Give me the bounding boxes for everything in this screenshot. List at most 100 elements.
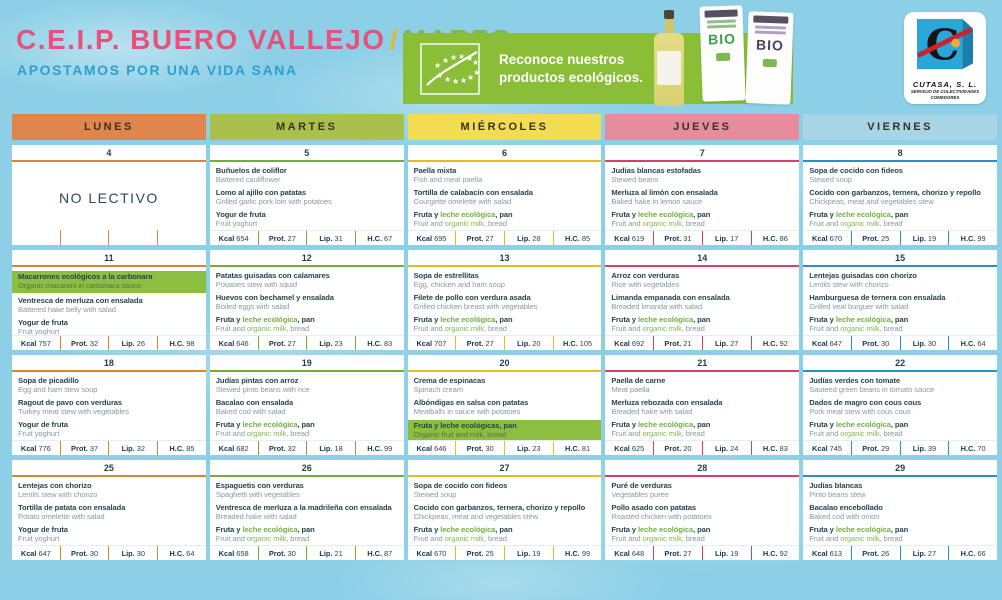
nutrition-prot: Prot. 31 [653, 231, 702, 245]
menu-course: Lomo al ajillo con patatas Grilled garlic… [216, 188, 398, 207]
course-name-en: Sauteed green beans in tomato sauce [809, 385, 935, 395]
nutrition-label: Prot. [466, 233, 484, 243]
nutrition-kcal: Kcal 646 [210, 336, 258, 350]
eco-highlighted-text: organic milk [246, 534, 287, 544]
date-label: 19 [209, 355, 404, 372]
nutrition-value: 21 [334, 548, 343, 558]
date-label: 21 [605, 355, 800, 372]
nutrition-hc: H.C. 99 [948, 231, 997, 245]
nutrition-label: H.C. [562, 338, 578, 348]
cell-content: Puré de verduras Vegetables puree Pollo as… [605, 477, 799, 545]
course-name-en: Potato omelette with salad [18, 512, 105, 522]
course-name-en: Chickpeas, meat and vegetables stew [809, 197, 934, 207]
date-label: 8 [803, 145, 997, 162]
nutrition-lip: Lip. 23 [306, 336, 355, 350]
nutrition-label: H.C. [565, 233, 580, 243]
nutrition-hc: H.C. 87 [354, 546, 404, 560]
nutrition-value: 647 [829, 338, 843, 348]
nutrition-hc: H.C. 66 [948, 546, 997, 560]
menu-course: Yogur de fruta Fruit yoghurt [216, 210, 398, 229]
nutrition-label: Kcal [614, 338, 630, 348]
course-name-en: Boiled eggs with salad [215, 302, 290, 312]
cell-content: Judías blancas estofadas Stewed beans Merl… [605, 162, 799, 230]
nutrition-kcal: Kcal 670 [803, 231, 851, 245]
menu-cell-day-28: 28 Puré de verduras Vegetables puree Pollo … [605, 460, 800, 560]
eco-highlighted-text: organic milk [840, 324, 880, 334]
nutrition-hc: H.C. 99 [552, 546, 602, 560]
course-name-en: Fruit and organic milk, bread [413, 219, 507, 229]
nutrition-value: 67 [384, 233, 393, 243]
cutasa-logo: C CUTASA, S. L. SERVICIO DE COLECTIVIDAD… [904, 12, 986, 104]
nutrition-kcal: Kcal 625 [605, 441, 653, 455]
menu-cell-day-14: 14 Arroz con verduras Rice with vegetables… [605, 250, 800, 350]
nutrition-lip: Lip. 26 [108, 336, 157, 350]
menu-course: Lentejas guisadas con chorizo Lentils ste… [809, 271, 991, 290]
menu-course: Fruta y leche ecológica, pan Fruit and or… [809, 525, 991, 544]
nutrition-lip: Lip. 24 [701, 441, 751, 455]
course-name-es: Fruta y leche ecológica, pan [611, 314, 711, 324]
svg-text:★: ★ [442, 56, 449, 65]
menu-cell-day-12: 12 Patatas guisadas con calamares Potatoes… [209, 250, 404, 350]
nutrition-label: Lip. [912, 548, 926, 558]
eco-highlighted-text: leche ecológica [440, 209, 496, 219]
menu-course: Bacalao encebollado Baked cod with onion [809, 503, 991, 522]
nutrition-value: 92 [779, 548, 788, 558]
eco-highlighted-text: leche ecológica [440, 524, 496, 534]
date-label: 26 [209, 460, 404, 477]
menu-course: Filete de pollo con verdura asada Grilled… [414, 293, 596, 312]
course-name-es: Yogur de fruta [18, 419, 68, 429]
nutrition-value: 30 [881, 338, 890, 348]
course-name-es: Macarrones ecológicos a la carbonara [18, 272, 153, 281]
nutrition-label: Lip. [912, 233, 926, 243]
nutrition-label: Lip. [517, 548, 531, 558]
nutrition-value: 30 [136, 548, 145, 558]
cell-content: NO LECTIVO [12, 162, 206, 230]
menu-course: Yogur de fruta Fruit yoghurt [18, 318, 200, 335]
menu-course: Macarrones ecológicos a la carbonara Orga… [12, 271, 206, 293]
course-name-en: Fruit and organic milk, bread [611, 429, 705, 439]
nutrition-label: Prot. [268, 548, 286, 558]
menu-course: Huevos con bechamel y ensalada Boiled egg… [216, 293, 398, 312]
nutrition-value: 670 [829, 233, 843, 243]
menu-course: Fruta y leche ecológica, pan Fruit and or… [611, 525, 793, 544]
cell-content: Lentejas con chorizo Lentils stew with ch… [12, 477, 206, 545]
svg-text:★: ★ [436, 71, 443, 80]
course-name-en: Fruit and organic milk, bread [611, 534, 705, 544]
course-name-en: Turkey meat stew with vegetables [18, 407, 129, 417]
nutrition-kcal: Kcal 658 [210, 546, 258, 560]
nutrition-hc: H.C. 81 [552, 441, 602, 455]
nutrition-label: Kcal [218, 548, 235, 558]
nutrition-label: H.C. [960, 233, 976, 243]
course-name-en: Pinto beans stew [809, 490, 866, 500]
menu-course: Fruta y leche ecológica, pan Fruit and or… [216, 315, 398, 334]
nutrition-label: Kcal [614, 233, 630, 243]
nutrition-row: Kcal 695 Prot. 27 Lip. 28 H.C. 85 [407, 230, 602, 245]
nutrition-value: 27 [485, 338, 494, 348]
nutrition-label: Prot. [268, 233, 286, 243]
nutrition-label: Kcal [416, 548, 433, 558]
nutrition-label: Lip. [714, 443, 729, 453]
course-name-en: Fruit and organic milk, bread [215, 429, 310, 439]
course-name-en: Potatoes stew with squid [215, 280, 297, 290]
eco-highlighted-text: leche ecológica [638, 314, 694, 324]
menu-course: Paella de carne Meat paella [611, 376, 793, 395]
nutrition-row: Kcal 619 Prot. 31 Lip. 17 H.C. 86 [605, 230, 800, 245]
nutrition-value: 99 [581, 548, 591, 558]
menu-course: Judías blancas estofadas Stewed beans [611, 166, 793, 185]
nutrition-value: 20 [683, 443, 692, 453]
course-name-en: Vegetables puree [611, 490, 669, 500]
menu-course: Judías pintas con arroz Stewed pinto bean… [216, 376, 398, 395]
nutrition-label: Kcal [218, 233, 235, 243]
eco-highlighted-text: organic milk [840, 534, 880, 544]
menu-course: Sopa de estrellitas Egg, chicken and ham … [414, 271, 596, 290]
day-header-miércoles: Miércoles [407, 114, 602, 140]
nutrition-label: Prot. [862, 338, 880, 348]
course-name-en: Fruit yoghurt [18, 534, 60, 544]
nutrition-label: Lip. [517, 443, 531, 453]
nutrition-value: 30 [927, 338, 937, 348]
nutrition-row: Kcal 647 Prot. 30 Lip. 30 H.C. 64 [803, 335, 997, 350]
date-label: 5 [209, 145, 404, 162]
nutrition-label: Lip. [319, 443, 333, 453]
menu-course: Patatas guisadas con calamares Potatoes s… [216, 271, 398, 290]
nutrition-row: Kcal 654 Prot. 27 Lip. 31 H.C. 67 [209, 230, 404, 245]
